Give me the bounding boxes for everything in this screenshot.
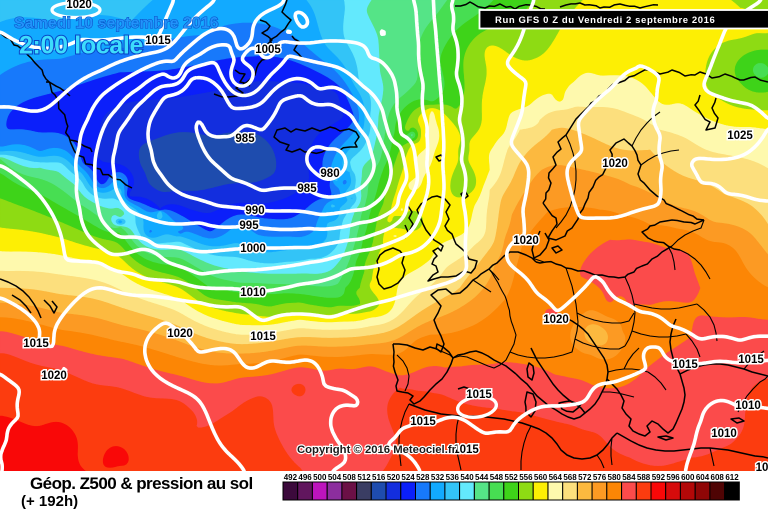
svg-text:604: 604 (696, 473, 710, 482)
svg-text:536: 536 (446, 473, 460, 482)
svg-text:995: 995 (239, 220, 259, 232)
svg-text:1015: 1015 (23, 338, 49, 350)
svg-text:985: 985 (235, 133, 255, 145)
svg-text:Samedi 10 septembre 2016: Samedi 10 septembre 2016 (14, 15, 219, 32)
svg-text:1010: 1010 (240, 287, 266, 299)
svg-text:524: 524 (401, 473, 415, 482)
svg-text:596: 596 (666, 473, 680, 482)
svg-text:544: 544 (475, 473, 489, 482)
svg-text:528: 528 (416, 473, 430, 482)
svg-text:1015: 1015 (410, 416, 436, 428)
svg-text:1010: 1010 (735, 400, 761, 412)
svg-text:556: 556 (519, 473, 533, 482)
svg-text:985: 985 (297, 183, 317, 195)
svg-text:568: 568 (563, 473, 577, 482)
svg-text:508: 508 (343, 473, 357, 482)
svg-text:504: 504 (328, 473, 342, 482)
svg-text:1020: 1020 (167, 328, 193, 340)
svg-text:1020: 1020 (513, 235, 539, 247)
svg-text:532: 532 (431, 473, 445, 482)
svg-text:2:00 locale: 2:00 locale (19, 32, 143, 60)
svg-text:592: 592 (652, 473, 666, 482)
svg-text:560: 560 (534, 473, 548, 482)
svg-text:1025: 1025 (727, 130, 753, 142)
svg-text:576: 576 (593, 473, 607, 482)
svg-text:980: 980 (320, 168, 339, 180)
svg-text:1010: 1010 (711, 428, 737, 440)
svg-text:588: 588 (637, 473, 651, 482)
svg-text:540: 540 (460, 473, 474, 482)
svg-text:1020: 1020 (602, 158, 628, 170)
svg-text:1015: 1015 (250, 331, 276, 343)
svg-text:496: 496 (298, 473, 312, 482)
svg-text:520: 520 (387, 473, 401, 482)
svg-text:492: 492 (284, 473, 298, 482)
svg-text:1005: 1005 (255, 44, 281, 56)
svg-text:612: 612 (725, 473, 739, 482)
svg-text:1015: 1015 (738, 354, 764, 366)
svg-text:500: 500 (313, 473, 327, 482)
svg-text:1000: 1000 (240, 243, 266, 255)
svg-text:580: 580 (608, 473, 622, 482)
svg-text:1015: 1015 (672, 359, 698, 371)
svg-text:572: 572 (578, 473, 592, 482)
svg-text:1015: 1015 (466, 389, 492, 401)
svg-text:516: 516 (372, 473, 386, 482)
svg-text:Copyright © 2016 Meteociel.fr: Copyright © 2016 Meteociel.fr (297, 444, 457, 456)
svg-text:990: 990 (245, 205, 264, 217)
svg-text:608: 608 (711, 473, 725, 482)
svg-text:1020: 1020 (66, 0, 92, 11)
svg-text:1015: 1015 (453, 444, 479, 456)
svg-text:548: 548 (490, 473, 504, 482)
svg-text:584: 584 (622, 473, 636, 482)
svg-text:552: 552 (505, 473, 519, 482)
svg-text:564: 564 (549, 473, 563, 482)
svg-text:1020: 1020 (41, 370, 67, 382)
svg-text:1020: 1020 (543, 314, 569, 326)
svg-text:600: 600 (681, 473, 695, 482)
svg-text:10: 10 (756, 462, 768, 471)
svg-text:Run GFS 0 Z du Vendredi 2 sept: Run GFS 0 Z du Vendredi 2 septembre 2016 (495, 15, 715, 26)
svg-text:1015: 1015 (145, 35, 171, 47)
svg-text:512: 512 (357, 473, 371, 482)
